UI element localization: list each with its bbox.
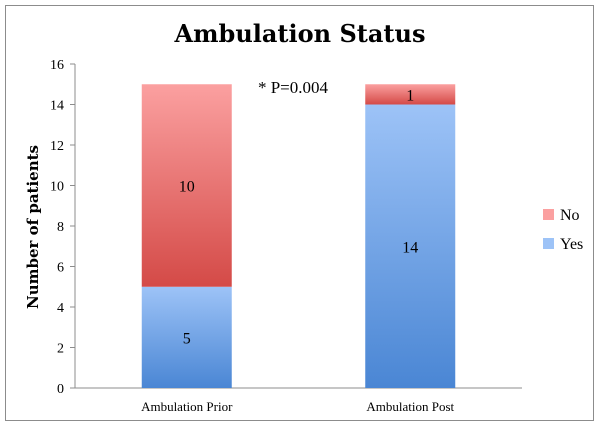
bar-yes-2 bbox=[365, 104, 456, 388]
legend-swatch-yes bbox=[543, 238, 554, 249]
legend-swatch-no bbox=[543, 209, 554, 220]
y-axis-label: Number of patients bbox=[24, 145, 42, 309]
data-label-no-1: 10 bbox=[179, 179, 195, 196]
y-tick-label: 16 bbox=[50, 58, 64, 73]
data-label-yes-1: 5 bbox=[183, 330, 191, 347]
data-label-no-2: 1 bbox=[406, 87, 414, 104]
chart-title: Ambulation Status bbox=[174, 19, 426, 48]
data-label-yes-2: 14 bbox=[402, 239, 418, 256]
y-tick-label: 12 bbox=[50, 139, 64, 154]
y-tick-label: 4 bbox=[57, 301, 64, 316]
bar-yes-1 bbox=[141, 286, 232, 388]
y-tick-label: 2 bbox=[57, 342, 64, 357]
bar-no-1 bbox=[141, 84, 232, 287]
chart-frame bbox=[5, 5, 594, 421]
y-tick-label: 8 bbox=[57, 220, 64, 235]
y-tick-label: 10 bbox=[50, 180, 64, 195]
bar-no-2 bbox=[365, 84, 456, 105]
y-tick-label: 14 bbox=[50, 99, 64, 114]
x-category-label: Ambulation Post bbox=[366, 399, 454, 414]
legend-label-no: No bbox=[560, 207, 580, 224]
p-value-annotation: * P=0.004 bbox=[258, 78, 329, 97]
y-tick-label: 6 bbox=[57, 261, 64, 276]
x-category-label: Ambulation Prior bbox=[141, 399, 233, 414]
legend-label-yes: Yes bbox=[560, 236, 583, 253]
y-tick-label: 0 bbox=[57, 382, 64, 397]
